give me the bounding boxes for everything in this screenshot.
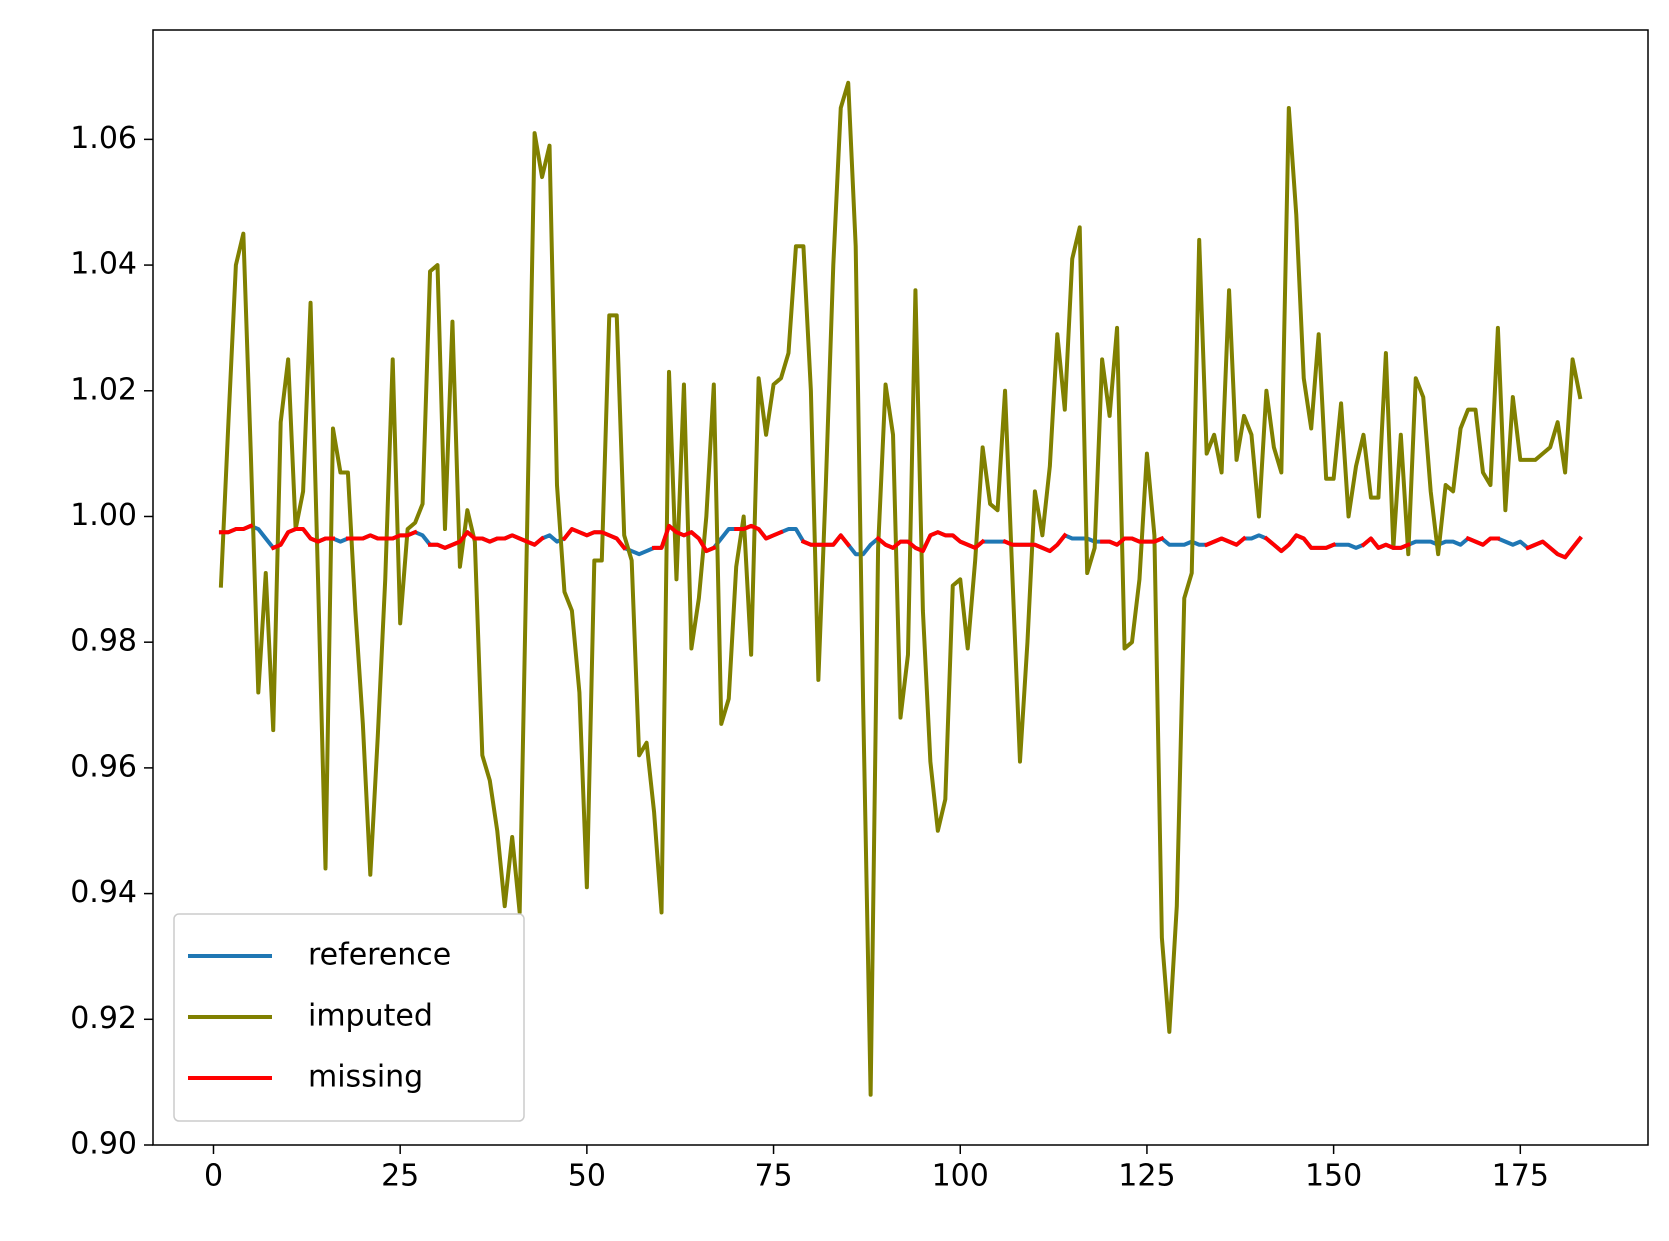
x-tick-label: 125	[1118, 1159, 1175, 1194]
x-tick-label: 100	[932, 1159, 989, 1194]
y-tick-label: 0.94	[70, 875, 137, 910]
axes-frame	[152, 29, 1649, 1146]
y-tick-label: 1.06	[70, 121, 137, 156]
y-tick-label: 1.02	[70, 372, 137, 407]
legend-box	[173, 913, 525, 1122]
x-tick-label: 150	[1305, 1159, 1362, 1194]
y-tick-label: 0.92	[70, 1001, 137, 1036]
x-tick-label: 0	[204, 1159, 223, 1194]
y-tick-label: 1.00	[70, 498, 137, 533]
x-tick-label: 75	[754, 1159, 792, 1194]
y-tick-label: 0.98	[70, 624, 137, 659]
y-tick-label: 0.96	[70, 749, 137, 784]
legend-label: imputed	[308, 999, 433, 1034]
legend-label: reference	[308, 938, 451, 973]
x-tick-label: 25	[381, 1159, 419, 1194]
y-tick-label: 1.04	[70, 247, 137, 282]
x-tick-label: 50	[568, 1159, 606, 1194]
line-series	[218, 523, 1583, 560]
line-series	[218, 80, 1583, 1097]
legend: reference imputed missing	[173, 913, 525, 1122]
y-tick-label: 0.90	[70, 1127, 137, 1162]
legend-label: missing	[308, 1060, 423, 1095]
x-tick-label: 175	[1492, 1159, 1549, 1194]
